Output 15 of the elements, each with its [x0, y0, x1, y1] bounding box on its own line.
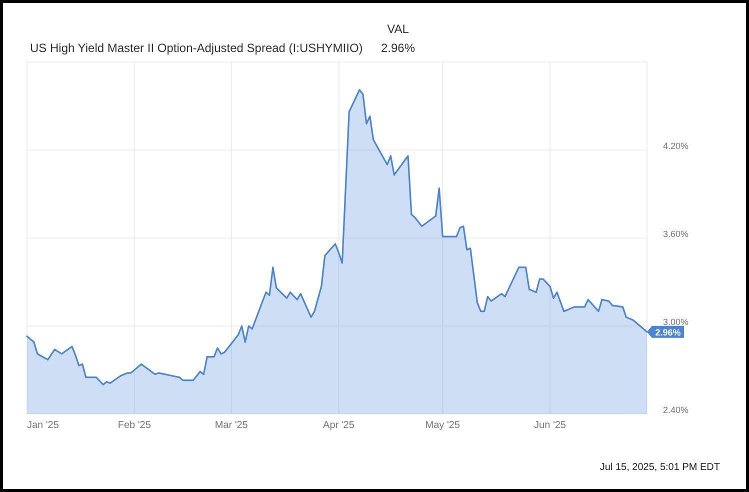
x-tick-label: Jan '25 — [27, 420, 60, 431]
text: 2.96% — [380, 41, 416, 55]
y-tick-label: 4.20% — [663, 141, 689, 151]
y-tick-label: 2.40% — [663, 405, 689, 415]
x-tick-label: May '25 — [425, 420, 460, 431]
annotation: 2.96% — [655, 327, 681, 338]
x-tick-label: Apr '25 — [323, 420, 355, 431]
x-tick-label: Feb '25 — [118, 420, 152, 431]
y-tick-label: 3.00% — [663, 317, 689, 327]
text: Jul 15, 2025, 5:01 PM EDT — [600, 462, 720, 473]
text: VAL — [387, 22, 410, 36]
y-tick-label: 3.60% — [663, 229, 689, 239]
x-tick-label: Mar '25 — [214, 420, 248, 431]
chart-title: US High Yield Master II Option-Adjusted Spread (I:USHYMIIO) — [30, 41, 363, 55]
x-tick-label: Jun '25 — [534, 420, 566, 431]
